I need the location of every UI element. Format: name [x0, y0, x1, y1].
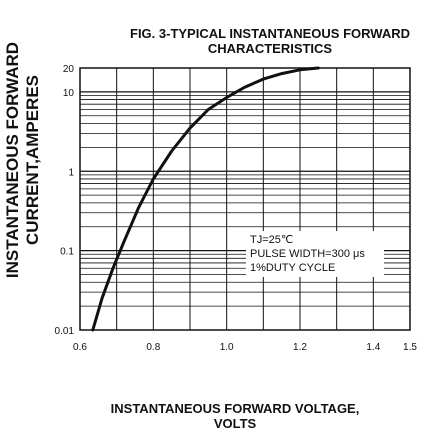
- x-axis-label-line1: INSTANTANEOUS FORWARD VOLTAGE,: [110, 401, 360, 416]
- x-axis-label: INSTANTANEOUS FORWARD VOLTAGE, VOLTS: [60, 401, 410, 431]
- y-tick-label: 20: [63, 64, 75, 75]
- annotation-line: 1%DUTY CYCLE: [250, 262, 336, 274]
- test-conditions-annotation: TJ=25℃ PULSE WIDTH=300 μs 1%DUTY CYCLE: [246, 231, 384, 277]
- x-tick-label: 1.0: [220, 342, 234, 353]
- x-tick-label: 1.5: [403, 342, 417, 353]
- x-tick-label: 0.8: [146, 342, 160, 353]
- y-tick-label: 0.1: [60, 247, 74, 258]
- y-tick-label: 10: [63, 88, 75, 99]
- x-tick-label: 0.6: [73, 342, 87, 353]
- y-tick-label: 1: [68, 167, 74, 178]
- plot-border: [79, 67, 411, 331]
- x-axis-label-line2: VOLTS: [213, 416, 257, 431]
- annotation-line: TJ=25℃: [250, 234, 294, 246]
- forward-characteristic-curve: [91, 66, 320, 332]
- y-tick-label: 0.01: [55, 326, 75, 337]
- chart-subtitle: CHARACTERISTICS: [207, 41, 333, 56]
- chart-title: FIG. 3-TYPICAL INSTANTANEOUS FORWARD: [130, 26, 410, 41]
- x-tick-label: 1.2: [293, 342, 307, 353]
- annotation-line: PULSE WIDTH=300 μs: [250, 248, 365, 260]
- x-tick-label: 1.4: [366, 342, 380, 353]
